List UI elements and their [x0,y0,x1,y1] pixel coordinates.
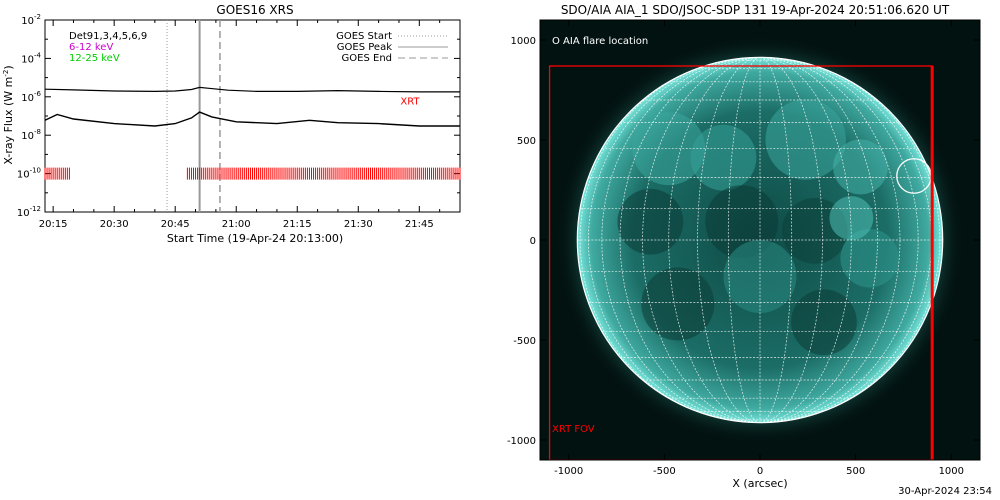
aia-xtick-label: 1000 [939,466,964,477]
aia-grid-meridian [579,56,761,424]
aia-ytick-label: -500 [513,336,536,347]
goes-series-short [44,111,460,127]
goes-ytick-exp: -2 [34,13,41,21]
goes-ylabel-main: X-ray Flux (W m [2,77,15,165]
goes-ytick-label: 10-6 [21,90,41,104]
goes-xtick-label: 20:15 [39,219,68,230]
goes-legend-label: GOES Start [336,31,392,42]
goes-xtick-label: 20:45 [161,219,190,230]
aia-grid-meridian [759,56,878,424]
aia-xtick-label: 0 [757,466,763,477]
goes-ytick-exp: -6 [34,90,42,98]
goes-legend-label: GOES End [342,53,392,64]
goes-ytick-label: 10-2 [21,13,41,27]
goes-ytick-base: 10 [21,54,34,65]
goes-ytick-base: 10 [17,170,30,181]
aia-title: SDO/AIA AIA_1 SDO/JSOC-SDP 131 19-Apr-20… [561,3,950,17]
goes-xtick-label: 21:30 [344,219,373,230]
aia-clip-group: XRT FOV O AIA flare location [540,20,980,460]
aia-disk-region [829,196,874,240]
aia-legend-text: O AIA flare location [552,36,648,47]
aia-limb [576,56,944,424]
aia-xtick-label: -1000 [554,466,583,477]
aia-grid [576,56,944,424]
goes-ytick-exp: -12 [30,205,41,213]
goes-plot-frame [44,19,461,213]
goes-xtick-label: 21:45 [405,219,434,230]
goes-ylabel: X-ray Flux (W m-2) [2,65,15,164]
aia-disk-region [833,139,888,195]
goes-title: GOES16 XRS [216,3,293,17]
aia-grid-meridian [642,56,761,424]
goes-xtick-label: 21:00 [222,219,251,230]
goes-ylabel-close: ) [2,65,15,69]
goes-info-line: 6-12 keV [69,42,113,53]
goes-series-long [44,86,460,93]
aia-solar-map: SDO/AIA AIA_1 SDO/JSOC-SDP 131 19-Apr-20… [507,3,981,490]
goes-ytick-exp: -8 [34,128,41,136]
goes-xtick-label: 20:30 [100,219,129,230]
aia-xtick-label: -500 [653,466,676,477]
goes-ytick-label: 10-12 [17,205,41,219]
goes-ytick-base: 10 [21,131,34,142]
aia-xtick-label: 500 [846,466,865,477]
goes-ytick-base: 10 [21,93,34,104]
aia-disk-region [617,188,684,255]
goes-info-line: Det91,3,4,5,6,9 [69,31,147,42]
aia-disk-region [765,99,846,180]
goes-ytick-exp: -10 [30,167,41,175]
goes-ytick-base: 10 [17,208,30,219]
goes-info-line: 12-25 keV [69,53,120,64]
goes-xlabel: Start Time (19-Apr-24 20:13:00) [167,232,343,245]
goes-xtick-label: 21:15 [283,219,312,230]
aia-disk-region [791,289,857,356]
aia-xlabel: X (arcsec) [732,477,787,490]
aia-grid-meridian [759,56,919,424]
goes-ylabel-exp: -2 [2,70,10,77]
aia-map-area: XRT FOV O AIA flare location -1000 -500 0 500… [507,19,981,477]
aia-ytick-label: 1000 [511,36,536,47]
footer-date: 30-Apr-2024 23:54 [898,486,992,497]
aia-ytick-label: 0 [530,236,536,247]
aia-ytick-label: -1000 [507,436,536,447]
goes-xrs-chart: GOES16 XRS 10-210-410-610-810-1010-1220:… [2,3,461,245]
aia-grid-meridian [759,56,941,424]
xrt-fov-label: XRT FOV [552,424,595,435]
goes-ytick-label: 10-8 [21,128,41,142]
goes-ytick-exp: -4 [34,51,42,59]
goes-ytick-base: 10 [21,16,34,27]
goes-legend-label: GOES Peak [337,42,392,53]
aia-disk-region [723,240,797,314]
aia-disk-region [641,267,715,341]
aia-disk-region [840,229,899,288]
goes-ytick-label: 10-10 [17,167,41,181]
aia-ytick-label: 500 [517,136,536,147]
goes-ytick-label: 10-4 [21,51,41,65]
xrt-label: XRT [400,96,420,107]
aia-disk-region [690,124,757,191]
